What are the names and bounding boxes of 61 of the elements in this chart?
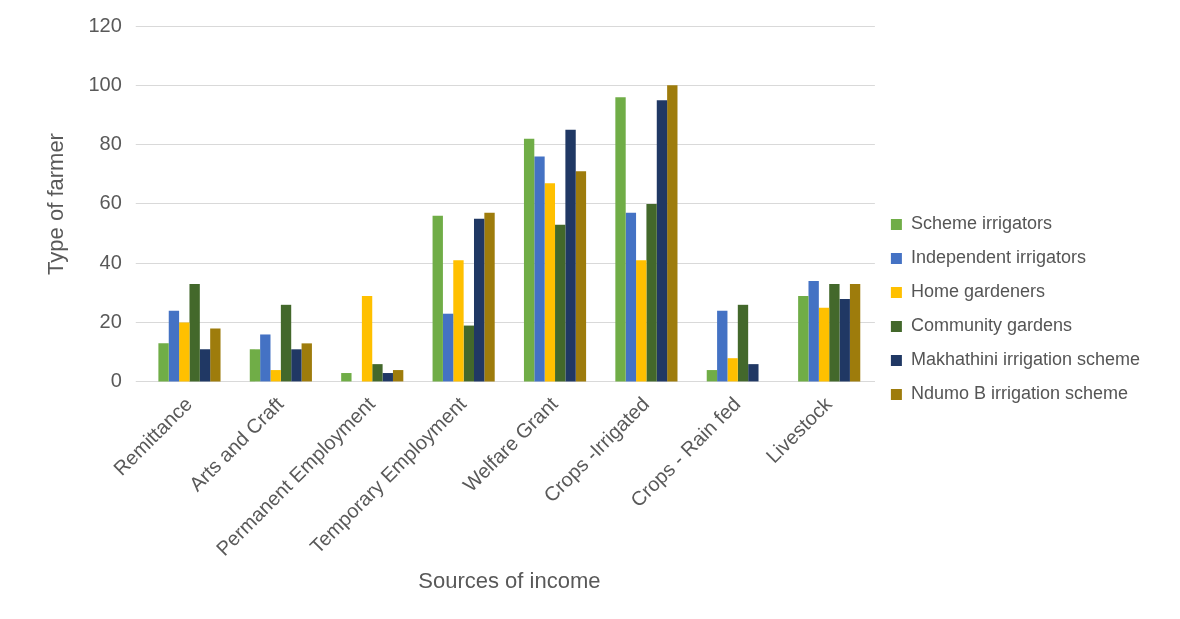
- bar: [341, 373, 352, 382]
- bar: [291, 349, 302, 382]
- bar: [280, 304, 292, 382]
- bar: [727, 358, 738, 382]
- bar: [382, 373, 393, 382]
- bar: [849, 284, 861, 382]
- bar: [575, 171, 587, 382]
- bar: [361, 295, 373, 382]
- legend-label: Scheme irrigators: [910, 213, 1052, 234]
- y-tick-label: 120: [88, 13, 122, 36]
- bar: [829, 284, 840, 382]
- legend-label: Independent irrigators: [910, 247, 1087, 268]
- bar: [544, 183, 556, 382]
- bar: [656, 100, 668, 382]
- bar: [179, 322, 190, 382]
- y-axis-title: Type of farmer: [43, 133, 69, 275]
- legend-label: Community gardens: [910, 315, 1072, 336]
- bar: [737, 304, 749, 382]
- bar: [158, 343, 169, 382]
- x-axis-title: Sources of income: [418, 567, 601, 593]
- bar: [706, 370, 718, 382]
- bar: [392, 370, 404, 382]
- legend-label: Makhathini irrigation scheme: [910, 349, 1140, 370]
- bar: [168, 310, 180, 382]
- bar: [523, 138, 535, 382]
- y-tick-label: 40: [99, 250, 122, 273]
- bar: [199, 349, 211, 382]
- bar: [808, 281, 819, 382]
- bar: [301, 343, 312, 382]
- bar: [717, 310, 728, 382]
- bar: [372, 364, 383, 382]
- bar: [748, 364, 759, 382]
- bar: [839, 298, 850, 382]
- bar: [189, 284, 200, 382]
- bar: [625, 212, 637, 382]
- bar: [818, 307, 830, 382]
- bar: [453, 260, 464, 382]
- bar: [565, 129, 576, 382]
- bar: [463, 325, 474, 382]
- bar: [270, 370, 281, 382]
- bar: [646, 203, 657, 382]
- bar: [474, 218, 485, 382]
- bar: [442, 313, 454, 382]
- y-tick-label: 100: [88, 72, 122, 95]
- bar: [534, 156, 545, 382]
- y-tick-label: 60: [99, 191, 122, 214]
- bar: [615, 97, 626, 382]
- bar: [798, 295, 809, 382]
- bar: [636, 260, 647, 382]
- y-tick-label: 20: [99, 310, 122, 333]
- bar: [260, 334, 271, 382]
- bar: [555, 224, 566, 382]
- y-tick-label: 0: [110, 369, 122, 392]
- legend-label: Ndumo B irrigation scheme: [910, 383, 1128, 404]
- bar: [249, 349, 261, 382]
- y-tick-label: 80: [99, 132, 122, 155]
- bar: [667, 85, 678, 382]
- legend-label: Home gardeners: [910, 281, 1045, 302]
- bar: [484, 212, 495, 382]
- bar: [210, 328, 221, 382]
- bar: [432, 215, 443, 382]
